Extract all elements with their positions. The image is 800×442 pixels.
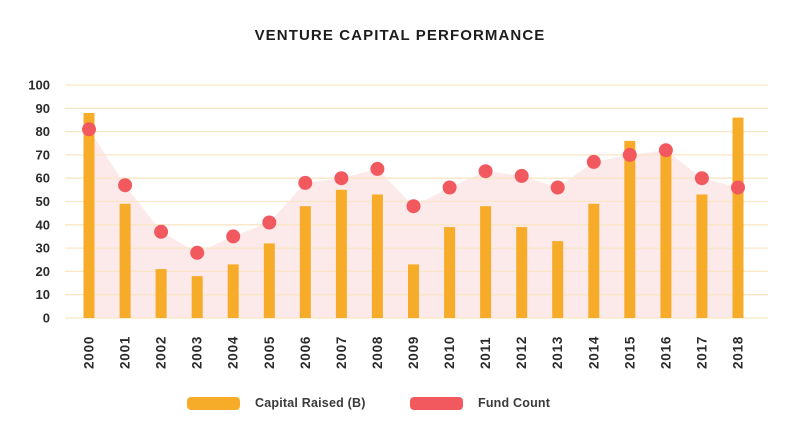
x-tick-label: 2015 [622, 336, 637, 369]
x-tick-label: 2012 [514, 336, 529, 369]
x-tick-label: 2017 [694, 336, 709, 369]
fund-count-dot-2011 [478, 164, 493, 179]
y-tick-label: 40 [36, 217, 50, 232]
y-tick-label: 100 [28, 78, 50, 93]
x-tick-label: 2011 [478, 337, 493, 370]
fund-count-dot-2003 [190, 245, 205, 260]
y-tick-label: 70 [36, 147, 50, 162]
bar-2017 [696, 194, 708, 318]
bar-2006 [299, 206, 311, 318]
fund-count-dot-2006 [298, 175, 313, 190]
y-tick-label: 0 [43, 311, 50, 326]
x-tick-label: 2005 [262, 336, 277, 369]
x-tick-label: 2013 [550, 336, 565, 369]
bar-2007 [335, 189, 347, 318]
y-tick-label: 20 [36, 264, 50, 279]
x-tick-label: 2003 [190, 336, 205, 369]
bar-2000 [83, 113, 95, 318]
x-tick-label: 2007 [334, 336, 349, 369]
fund-count-dot-2014 [586, 154, 601, 169]
bar-2018 [732, 117, 744, 318]
bar-2009 [408, 264, 419, 318]
x-tick-label: 2006 [298, 336, 313, 369]
bar-2010 [444, 227, 456, 318]
x-tick-label: 2010 [442, 336, 457, 369]
y-tick-label: 90 [36, 101, 50, 116]
fund-count-dot-2001 [118, 178, 133, 193]
y-tick-label: 60 [36, 171, 50, 186]
chart-title: VENTURE CAPITAL PERFORMANCE [254, 27, 546, 44]
bar-2005 [263, 243, 275, 318]
y-tick-label: 30 [36, 241, 50, 256]
bar-2008 [371, 194, 383, 318]
fund-count-dot-2017 [694, 171, 709, 186]
fund-count-dot-2010 [442, 180, 457, 195]
y-tick-label: 80 [36, 124, 50, 139]
fund-count-dot-2008 [370, 161, 385, 176]
fund-count-dot-2000 [82, 122, 96, 137]
x-tick-label: 2000 [82, 336, 97, 369]
x-tick-label: 2002 [154, 336, 169, 369]
x-tick-label: 2004 [226, 336, 241, 369]
fund-count-dot-2016 [658, 143, 673, 158]
x-tick-label: 2014 [586, 336, 601, 369]
bar-2002 [155, 269, 167, 318]
bar-2014 [588, 203, 600, 318]
fund-count-dot-2002 [154, 224, 169, 239]
bar-2016 [660, 150, 672, 318]
x-tick-label: 2008 [370, 336, 385, 369]
y-tick-label: 50 [36, 194, 50, 209]
x-tick-label: 2009 [406, 336, 421, 369]
bar-2001 [119, 203, 131, 318]
bar-2004 [227, 264, 239, 318]
y-tick-label: 10 [36, 287, 50, 302]
bar-2012 [516, 227, 528, 318]
fund-count-dot-2012 [514, 168, 529, 183]
fund-count-dot-2018 [731, 180, 745, 195]
fund-count-dot-2005 [262, 215, 277, 230]
bar-2003 [191, 276, 203, 318]
x-tick-label: 2001 [118, 336, 133, 369]
fund-count-dot-2009 [406, 199, 421, 214]
x-tick-label: 2018 [731, 336, 746, 369]
fund-count-dot-2004 [226, 229, 241, 244]
bar-2011 [480, 206, 492, 318]
fund-count-dot-2015 [622, 147, 637, 162]
fund-count-dot-2007 [334, 171, 349, 186]
x-tick-label: 2016 [658, 336, 673, 369]
bar-2015 [624, 140, 636, 318]
bar-2013 [552, 241, 564, 318]
fund-count-dot-2013 [550, 180, 565, 195]
